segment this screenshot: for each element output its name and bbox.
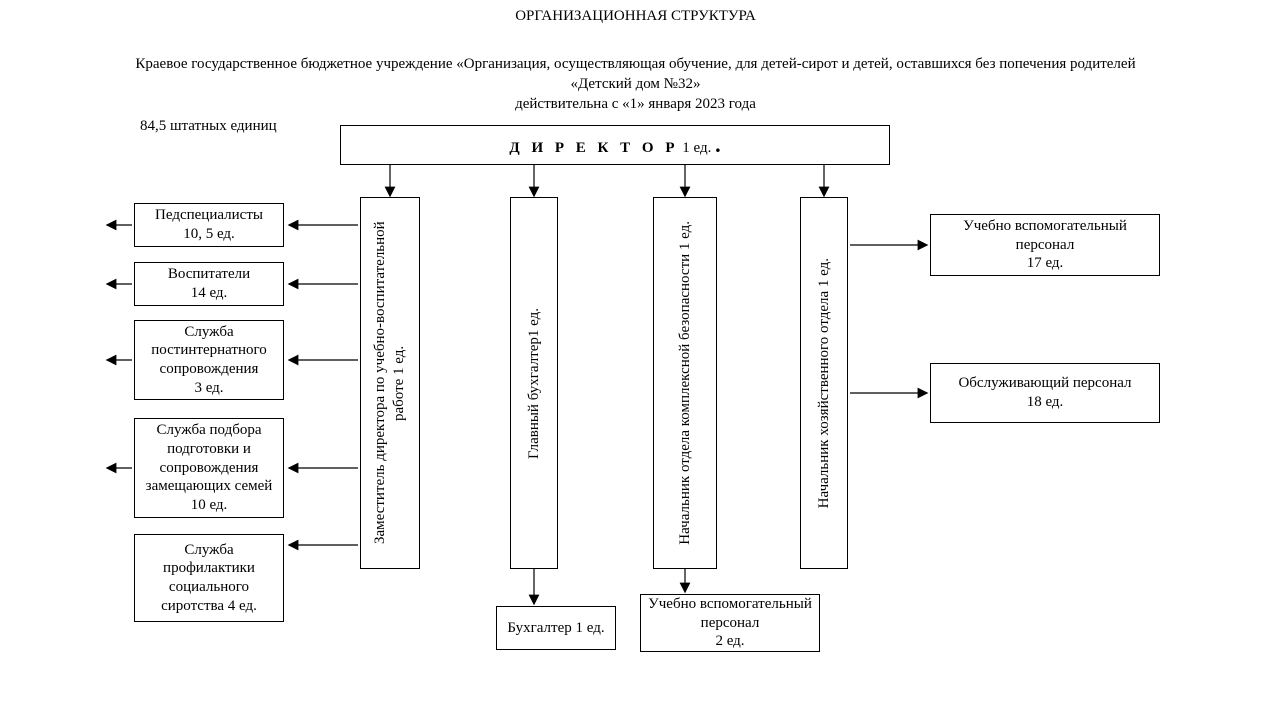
subtitle-line-2: «Детский дом №32» (0, 76, 1271, 93)
director-label: Д И Р Е К Т О Р (509, 140, 678, 156)
node-head-security: Начальник отдела комплексной безопасност… (653, 197, 717, 569)
node-deputy-education: Заместитель директора по учебно-воспитат… (360, 197, 420, 569)
node-social-orphan: Служба профилактики социального сиротств… (134, 534, 284, 622)
chief-accountant-label: Главный бухгалтер1 ед. (525, 308, 544, 459)
node-edu-support-2: Учебно вспомогательный персонал 2 ед. (640, 594, 820, 652)
node-director: Д И Р Е К Т О Р 1 ед. . (340, 125, 890, 165)
node-educators: Воспитатели 14 ед. (134, 262, 284, 306)
deputy-education-label: Заместитель директора по учебно-воспитат… (371, 202, 409, 564)
node-foster-families: Служба подбора подготовки и сопровождени… (134, 418, 284, 518)
subtitle-line-3: действительна с «1» января 2023 года (0, 96, 1271, 113)
subtitle-line-1: Краевое государственное бюджетное учрежд… (0, 56, 1271, 73)
node-chief-accountant: Главный бухгалтер1 ед. (510, 197, 558, 569)
head-security-label: Начальник отдела комплексной безопасност… (676, 221, 695, 545)
node-post-internat: Служба постинтернатного сопровождения 3 … (134, 320, 284, 400)
director-units: 1 ед. (682, 140, 711, 156)
node-edu-support: Учебно вспомогательный персонал 17 ед. (930, 214, 1160, 276)
node-ped-specialists: Педспециалисты 10, 5 ед. (134, 203, 284, 247)
staff-count: 84,5 штатных единиц (140, 118, 277, 135)
node-accountant: Бухгалтер 1 ед. (496, 606, 616, 650)
node-service-staff: Обслуживающий персонал 18 ед. (930, 363, 1160, 423)
node-head-household: Начальник хозяйственного отдела 1 ед. (800, 197, 848, 569)
page-title: ОРГАНИЗАЦИОННАЯ СТРУКТУРА (0, 8, 1271, 25)
head-household-label: Начальник хозяйственного отдела 1 ед. (815, 258, 834, 508)
